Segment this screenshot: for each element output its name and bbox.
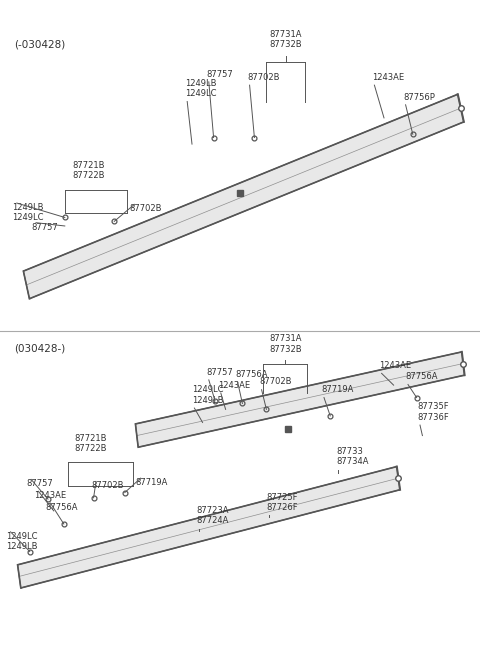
Text: 87756A: 87756A (235, 369, 268, 379)
Text: 1249LC
1249LB: 1249LC 1249LB (192, 385, 224, 405)
Text: 87725F
87726F: 87725F 87726F (266, 493, 298, 512)
Text: 87702B: 87702B (247, 73, 280, 82)
Text: 87702B: 87702B (259, 377, 292, 386)
Polygon shape (24, 94, 464, 299)
Text: 87731A
87732B: 87731A 87732B (269, 334, 302, 354)
Text: 87721B
87722B: 87721B 87722B (74, 434, 107, 453)
Polygon shape (135, 352, 465, 447)
Text: 87702B: 87702B (91, 481, 124, 491)
Text: 1243AE: 1243AE (218, 381, 251, 390)
Text: 87719A: 87719A (322, 385, 354, 394)
Text: 87733
87734A: 87733 87734A (336, 447, 369, 466)
Text: 87757: 87757 (26, 479, 53, 489)
Text: 87757: 87757 (206, 367, 233, 377)
Text: 1249LC
1249LB: 1249LC 1249LB (6, 532, 37, 552)
Text: (030428-): (030428-) (14, 344, 66, 354)
Text: (-030428): (-030428) (14, 39, 66, 49)
Text: 87702B: 87702B (130, 204, 162, 214)
Text: 87756P: 87756P (403, 92, 435, 102)
Text: 1249LB
1249LC: 1249LB 1249LC (12, 203, 44, 223)
Text: 87735F
87736F: 87735F 87736F (418, 402, 449, 422)
Text: 87756A: 87756A (406, 372, 438, 381)
Text: 87723A
87724A: 87723A 87724A (197, 506, 229, 525)
Polygon shape (18, 466, 400, 588)
Text: 87756A: 87756A (46, 503, 78, 512)
Text: 87721B
87722B: 87721B 87722B (72, 160, 105, 180)
Text: 87731A
87732B: 87731A 87732B (269, 29, 302, 49)
Text: 1243AE: 1243AE (34, 491, 66, 500)
Text: 87757: 87757 (206, 69, 233, 79)
Text: 87719A: 87719A (136, 478, 168, 487)
Text: 1249LB
1249LC: 1249LB 1249LC (185, 79, 216, 98)
Text: 1243AE: 1243AE (372, 73, 404, 82)
Text: 87757: 87757 (31, 223, 58, 232)
Text: 1243AE: 1243AE (379, 361, 411, 370)
